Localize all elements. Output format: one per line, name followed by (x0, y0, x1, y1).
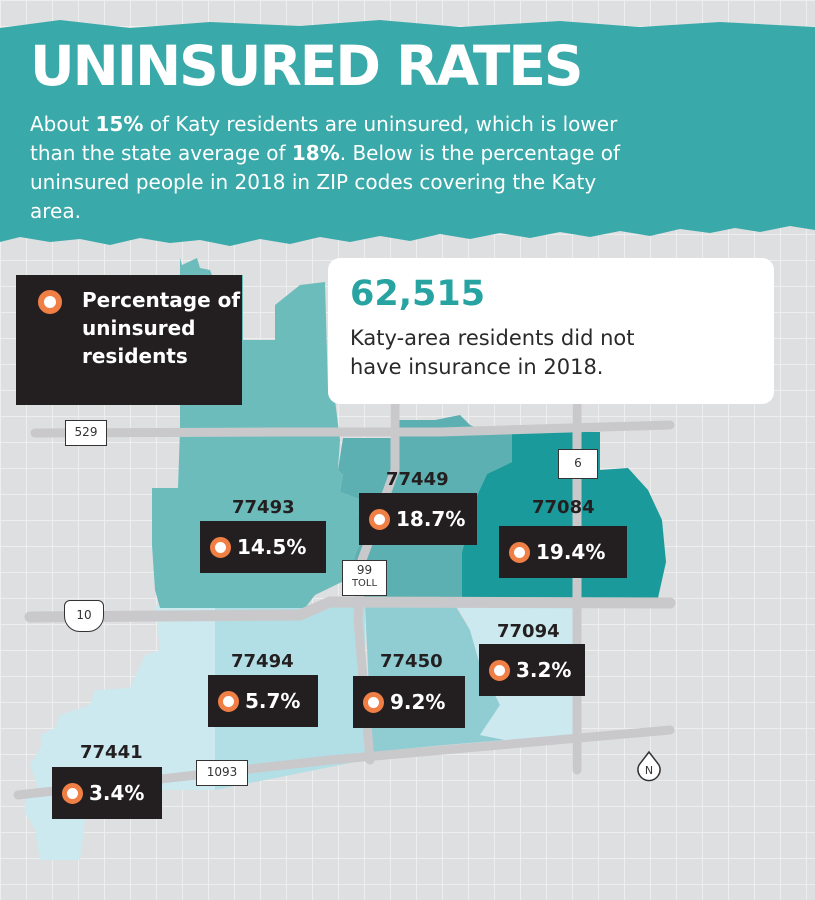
legend: Percentage of uninsured residents (16, 275, 242, 405)
subtitle-text-3: . Below is the percentage of uninsured p… (30, 141, 621, 223)
state-rate: 18% (291, 141, 340, 165)
zip-label-77094: 77094 (497, 621, 560, 642)
marker-icon (363, 691, 384, 713)
marker-icon (218, 690, 239, 712)
zip-label-77493: 77493 (232, 497, 295, 518)
legend-label: Percentage of uninsured residents (82, 288, 241, 368)
legend-marker-icon (38, 290, 62, 314)
rate-marker-77494: 5.7% (208, 675, 318, 727)
rate-value-77094: 3.2% (516, 658, 572, 682)
marker-icon (62, 782, 83, 804)
road-shield-99-label: 99 (356, 563, 373, 577)
rate-marker-77094: 3.2% (479, 644, 585, 696)
marker-icon (509, 541, 530, 563)
stat-text: Katy-area residents did not have insuran… (350, 326, 635, 379)
road-shield-i10: 10 (64, 600, 104, 632)
rate-value-77441: 3.4% (89, 781, 145, 805)
marker-icon (489, 659, 510, 681)
road-i10 (24, 596, 676, 623)
subtitle-text-1: About (30, 112, 96, 136)
page-title: UNINSURED RATES (30, 34, 584, 98)
road-529 (30, 420, 675, 438)
header-banner (0, 20, 815, 246)
rate-marker-77450: 9.2% (353, 676, 465, 728)
stat-callout: 62,515 Katy-area residents did not have … (328, 258, 774, 404)
rate-value-77493: 14.5% (237, 535, 307, 559)
north-compass-label: N (645, 764, 653, 777)
stat-number: 62,515 (350, 274, 486, 314)
north-compass-icon (637, 750, 661, 782)
rate-marker-77449: 18.7% (359, 493, 477, 545)
marker-icon (369, 508, 390, 530)
rate-marker-77084: 19.4% (499, 526, 627, 578)
header: UNINSURED RATES About 15% of Katy reside… (30, 34, 650, 226)
road-shield-529-label: 529 (74, 425, 98, 439)
rate-value-77450: 9.2% (390, 690, 446, 714)
road-shield-toll-label: TOLL (351, 577, 378, 589)
road-shield-6: 6 (558, 449, 598, 479)
rate-marker-77493: 14.5% (200, 521, 326, 573)
road-shield-529: 529 (65, 420, 107, 446)
road-shield-6-label: 6 (574, 456, 582, 470)
zip-label-77450: 77450 (380, 651, 443, 672)
zip-label-77441: 77441 (80, 742, 143, 763)
zip-label-77494: 77494 (231, 651, 294, 672)
road-shield-1093-label: 1093 (206, 765, 238, 779)
road-shield-10-label: 10 (76, 608, 92, 622)
zip-label-77449: 77449 (386, 469, 449, 490)
subtitle-text-2: of Katy residents are uninsured, which i… (30, 112, 618, 165)
rate-marker-77441: 3.4% (52, 767, 162, 819)
marker-icon (210, 536, 231, 558)
rate-value-77494: 5.7% (245, 689, 301, 713)
rate-value-77084: 19.4% (536, 540, 606, 564)
rate-value-77449: 18.7% (396, 507, 466, 531)
road-shield-1093: 1093 (196, 760, 248, 786)
zip-label-77084: 77084 (532, 497, 595, 518)
page-subtitle: About 15% of Katy residents are uninsure… (30, 110, 650, 226)
katy-rate: 15% (95, 112, 144, 136)
road-shield-99-toll: 99 TOLL (342, 560, 387, 596)
